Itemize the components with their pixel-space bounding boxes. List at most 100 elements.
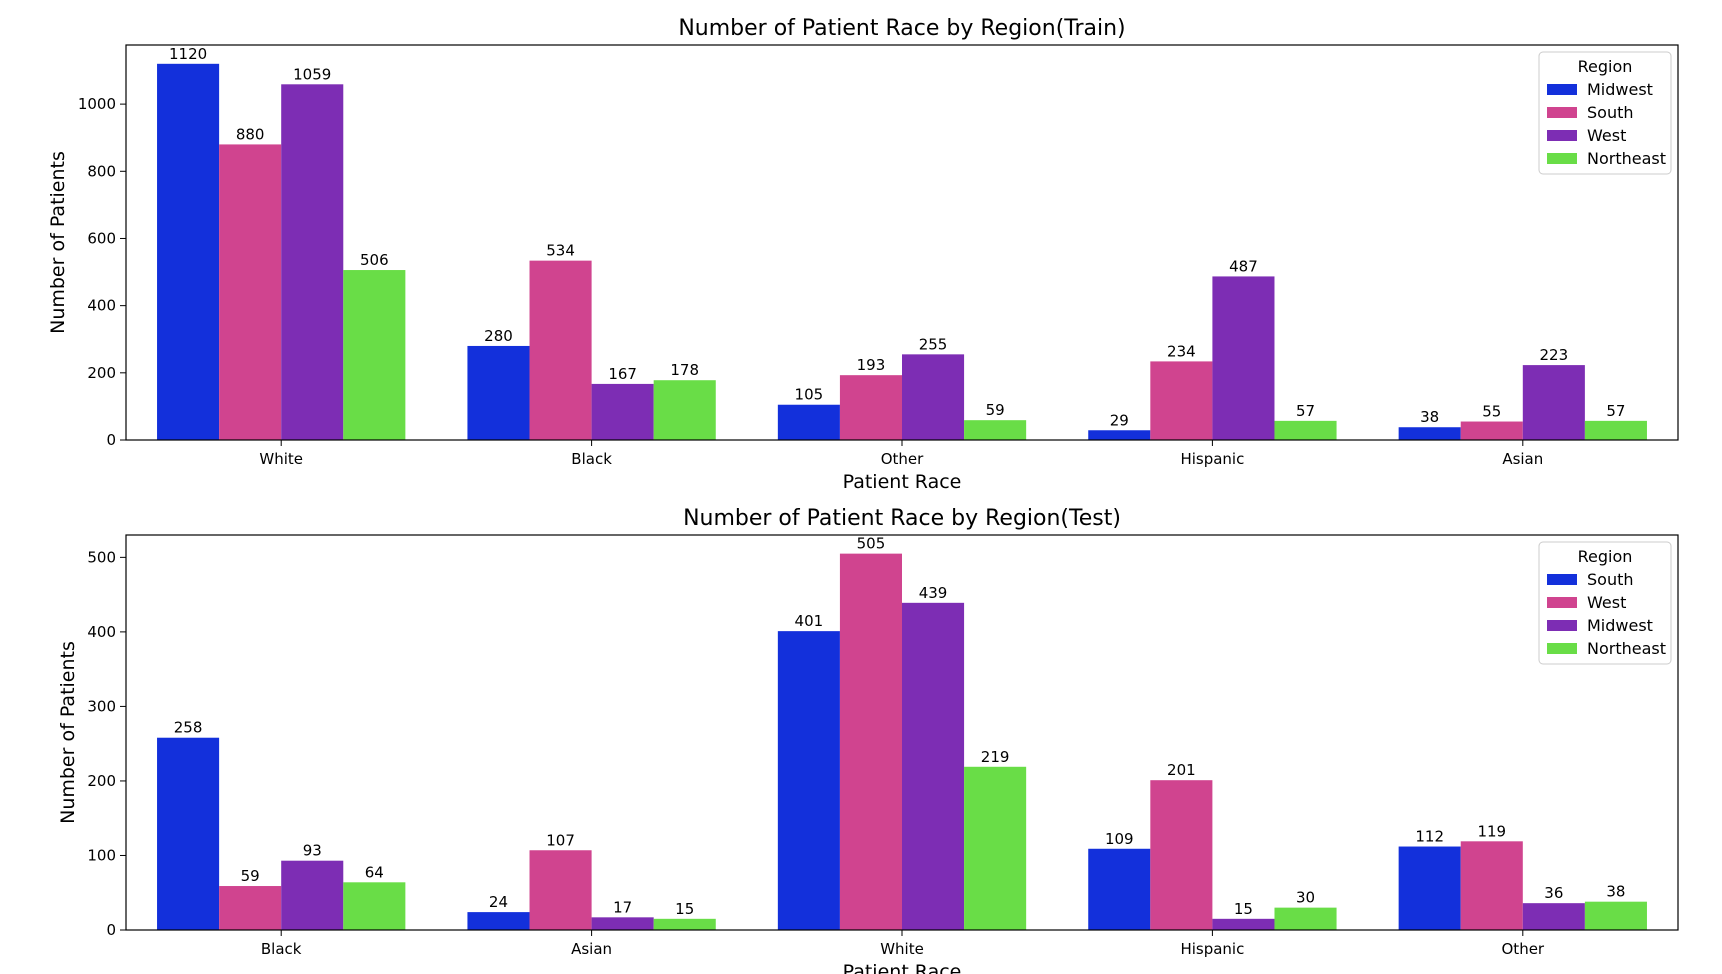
- bar-midwest-other: [777, 404, 840, 440]
- bar-northeast-asian: [653, 918, 716, 930]
- data-label: 119: [1477, 822, 1506, 840]
- y-tick-label: 1000: [78, 95, 116, 113]
- bar-south-asian: [467, 912, 530, 930]
- bar-midwest-other: [1522, 903, 1585, 930]
- bar-west-black: [591, 383, 654, 440]
- legend-entry-northeast: Northeast: [1587, 639, 1666, 658]
- bar-northeast-asian: [1584, 420, 1647, 440]
- y-tick-label: 600: [87, 229, 116, 247]
- data-label: 57: [1606, 402, 1625, 420]
- bar-west-asian: [1522, 365, 1585, 440]
- data-label: 280: [484, 327, 513, 345]
- y-axis-label: Number of Patients: [47, 151, 69, 334]
- data-label: 178: [670, 361, 699, 379]
- data-label: 30: [1296, 889, 1315, 907]
- data-label: 38: [1606, 883, 1625, 901]
- y-tick-label: 400: [87, 297, 116, 315]
- data-label: 258: [174, 719, 203, 737]
- bar-midwest-asian: [1398, 427, 1461, 440]
- x-tick-label: Asian: [571, 940, 612, 958]
- data-label: 1059: [293, 65, 331, 83]
- data-label: 24: [489, 893, 508, 911]
- bar-midwest-asian: [591, 917, 654, 930]
- bar-northeast-other: [964, 420, 1027, 440]
- data-label: 505: [857, 535, 886, 553]
- data-label: 109: [1105, 830, 1134, 848]
- legend-entry-south: South: [1587, 103, 1634, 122]
- chart-title: Number of Patient Race by Region(Test): [683, 506, 1121, 531]
- bar-midwest-black: [281, 860, 344, 930]
- data-label: 59: [241, 867, 260, 885]
- data-label: 234: [1167, 342, 1196, 360]
- data-label: 17: [613, 898, 632, 916]
- data-label: 59: [986, 401, 1005, 419]
- legend-swatch-midwest: [1547, 620, 1577, 631]
- y-tick-label: 400: [87, 623, 116, 641]
- bar-west-asian: [529, 850, 592, 930]
- data-label: 29: [1110, 411, 1129, 429]
- bar-northeast-black: [343, 882, 406, 930]
- bar-south-black: [529, 260, 592, 440]
- data-label: 107: [546, 831, 575, 849]
- legend-box: [1538, 51, 1672, 175]
- legend-swatch-south: [1547, 574, 1577, 585]
- data-label: 219: [981, 748, 1010, 766]
- data-label: 15: [675, 900, 694, 918]
- data-label: 57: [1296, 402, 1315, 420]
- data-label: 93: [303, 842, 322, 860]
- x-tick-label: Asian: [1502, 450, 1543, 468]
- x-tick-label: Black: [571, 450, 612, 468]
- data-label: 167: [608, 365, 637, 383]
- chart-title: Number of Patient Race by Region(Train): [678, 16, 1125, 41]
- legend-entry-midwest: Midwest: [1587, 80, 1653, 99]
- x-axis-label: Patient Race: [843, 471, 962, 493]
- y-tick-label: 200: [87, 364, 116, 382]
- data-label: 201: [1167, 761, 1196, 779]
- legend-swatch-midwest: [1547, 84, 1577, 95]
- bar-northeast-black: [653, 380, 716, 440]
- data-label: 439: [919, 584, 948, 602]
- legend-swatch-south: [1547, 107, 1577, 118]
- legend-title: Region: [1578, 547, 1633, 566]
- bar-west-hispanic: [1150, 780, 1213, 930]
- data-label: 112: [1415, 828, 1444, 846]
- x-tick-label: White: [259, 450, 303, 468]
- bar-west-white: [281, 84, 344, 441]
- data-label: 64: [365, 863, 384, 881]
- bar-northeast-hispanic: [1274, 420, 1337, 440]
- bar-west-other: [902, 354, 965, 440]
- data-label: 880: [236, 125, 265, 143]
- x-tick-label: Other: [1502, 940, 1545, 958]
- y-tick-label: 0: [106, 921, 116, 939]
- legend-entry-west: West: [1587, 593, 1626, 612]
- legend-entry-south: South: [1587, 570, 1634, 589]
- bar-south-other: [1398, 846, 1461, 930]
- data-label: 255: [919, 335, 948, 353]
- data-label: 506: [360, 251, 389, 269]
- bar-midwest-white: [902, 602, 965, 930]
- bar-south-hispanic: [1150, 361, 1213, 440]
- x-tick-label: Hispanic: [1180, 450, 1244, 468]
- x-tick-label: Black: [261, 940, 302, 958]
- y-axis-label: Number of Patients: [57, 641, 79, 824]
- bar-midwest-hispanic: [1088, 430, 1151, 440]
- data-label: 1120: [169, 45, 207, 63]
- y-tick-label: 300: [87, 697, 116, 715]
- x-tick-label: Hispanic: [1180, 940, 1244, 958]
- bar-south-black: [157, 737, 220, 930]
- data-label: 193: [857, 356, 886, 374]
- bar-south-other: [839, 375, 902, 440]
- bar-northeast-white: [964, 766, 1027, 930]
- bar-west-white: [839, 553, 902, 930]
- legend-swatch-west: [1547, 597, 1577, 608]
- data-label: 15: [1234, 900, 1253, 918]
- x-tick-label: White: [880, 940, 924, 958]
- bar-northeast-white: [343, 270, 406, 440]
- legend-entry-northeast: Northeast: [1587, 149, 1666, 168]
- legend-swatch-northeast: [1547, 153, 1577, 164]
- y-tick-label: 500: [87, 548, 116, 566]
- legend-swatch-northeast: [1547, 643, 1577, 654]
- bar-west-other: [1460, 841, 1523, 930]
- bar-northeast-hispanic: [1274, 907, 1337, 930]
